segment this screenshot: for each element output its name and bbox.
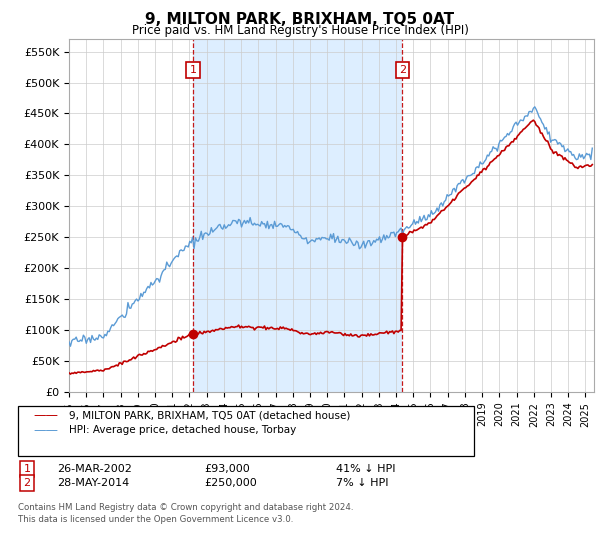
Text: Contains HM Land Registry data © Crown copyright and database right 2024.: Contains HM Land Registry data © Crown c… [18, 503, 353, 512]
Text: 41% ↓ HPI: 41% ↓ HPI [336, 464, 395, 474]
Text: HPI: Average price, detached house, Torbay: HPI: Average price, detached house, Torb… [69, 425, 296, 435]
Text: This data is licensed under the Open Government Licence v3.0.: This data is licensed under the Open Gov… [18, 515, 293, 524]
Text: Price paid vs. HM Land Registry's House Price Index (HPI): Price paid vs. HM Land Registry's House … [131, 24, 469, 37]
Text: 26-MAR-2002: 26-MAR-2002 [57, 464, 132, 474]
Text: ——: —— [33, 409, 58, 422]
Text: 28-MAY-2014: 28-MAY-2014 [57, 478, 129, 488]
Text: £93,000: £93,000 [204, 464, 250, 474]
Bar [193, 39, 403, 392]
Text: 2: 2 [23, 478, 31, 488]
Text: 9, MILTON PARK, BRIXHAM, TQ5 0AT: 9, MILTON PARK, BRIXHAM, TQ5 0AT [145, 12, 455, 27]
Text: 2: 2 [399, 65, 406, 75]
Text: ——: —— [33, 423, 58, 437]
Text: 1: 1 [23, 464, 31, 474]
Text: 9, MILTON PARK, BRIXHAM, TQ5 0AT (detached house): 9, MILTON PARK, BRIXHAM, TQ5 0AT (detach… [69, 410, 350, 421]
Text: 1: 1 [190, 65, 197, 75]
Text: 7% ↓ HPI: 7% ↓ HPI [336, 478, 389, 488]
Text: £250,000: £250,000 [204, 478, 257, 488]
